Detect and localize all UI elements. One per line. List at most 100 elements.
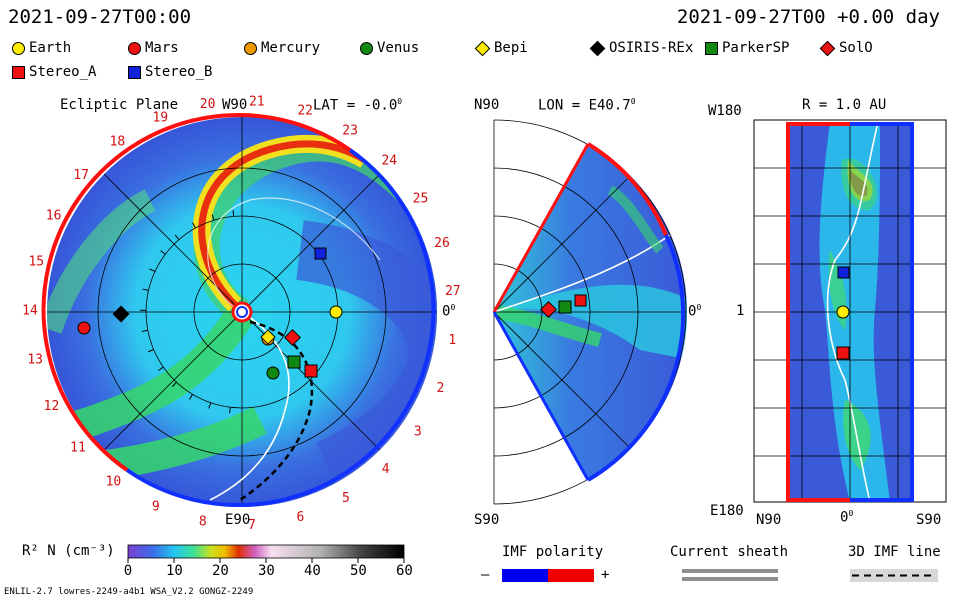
legend-marker-icon (12, 41, 25, 55)
lonlat-stereo-a-marker (836, 346, 850, 360)
parker-marker (287, 355, 301, 369)
legend-item-mercury: Mercury (244, 40, 320, 56)
legend-item-bepi: Bepi (474, 40, 528, 56)
legend-label: Bepi (494, 40, 528, 56)
orbit-tick (142, 288, 149, 291)
carrington-label: 1 (448, 333, 456, 348)
carrington-label: 22 (297, 104, 313, 119)
imf-plus-label: + (601, 567, 610, 583)
imf-minus-label: – (481, 567, 490, 583)
legend-label: Stereo_B (145, 64, 213, 80)
ecliptic-top-label: W90 (222, 97, 248, 113)
carrington-label: 26 (434, 236, 450, 251)
earth-marker (329, 305, 343, 319)
legend-item-stereo-a: Stereo_A (12, 64, 96, 80)
carrington-label: 3 (414, 425, 422, 440)
lonlat-x-right: S90 (916, 512, 942, 528)
legend-item-venus: Venus (360, 40, 419, 56)
carrington-label: 24 (381, 154, 397, 169)
ecliptic-objects (77, 247, 343, 380)
colorbar-tick-label: 60 (396, 563, 413, 579)
carrington-label: 21 (249, 95, 265, 110)
orbit-tick (192, 222, 196, 229)
legend-item-mars: Mars (128, 40, 179, 56)
footer-info: ENLIL-2.7 lowres-2249-a4b1 WSA_V2.2 GONG… (4, 587, 254, 597)
stereo-b-marker (314, 247, 327, 260)
meridional-top-label: N90 (474, 97, 500, 113)
orbit-tick (172, 381, 177, 387)
current-sheath-label: Current sheath (670, 544, 789, 560)
carrington-label: 23 (342, 124, 358, 139)
lonlat-bottom-label: E180 (710, 503, 744, 519)
meridional-lon-label: LON = E40.70 (538, 97, 636, 114)
colorbar-tick-label: 40 (304, 563, 321, 579)
orbit-tick (158, 366, 164, 371)
carrington-label: 27 (445, 284, 461, 299)
legend-marker-icon (244, 41, 257, 55)
legend-label: ParkerSP (722, 40, 790, 56)
carrington-label: 11 (70, 440, 86, 455)
lonlat-earth-marker (836, 305, 850, 319)
venus-marker (266, 366, 280, 380)
orbit-tick (189, 394, 193, 400)
lonlat-x-mid: 00 (840, 509, 854, 526)
carrington-label: 16 (46, 209, 62, 224)
density-colorbar (127, 544, 405, 563)
legend-label: Earth (29, 40, 72, 56)
orbit-tick (147, 349, 154, 353)
carrington-label: 2 (436, 381, 444, 396)
legend-marker-icon (12, 65, 25, 79)
legend-marker-icon (128, 65, 141, 79)
ecliptic-title: Ecliptic Plane (60, 97, 179, 113)
colorbar-label: R² N (cm⁻³) (22, 543, 115, 559)
carrington-label: 19 (152, 110, 168, 125)
imf3d-line-swatch (850, 569, 938, 582)
imf-polarity-label: IMF polarity (502, 544, 604, 560)
orbit-tick (211, 214, 215, 221)
ecliptic-right-label: 00 (442, 303, 456, 320)
colorbar-tick-label: 20 (212, 563, 229, 579)
orbit-tick (149, 268, 156, 272)
mars-marker (77, 321, 91, 335)
carrington-label: 4 (382, 462, 390, 477)
imf-polarity-bar (502, 569, 594, 582)
carrington-label: 13 (27, 353, 43, 368)
legend-marker-icon (360, 41, 373, 55)
lonlat-mid-label: 1 (736, 303, 745, 319)
carrington-label: 14 (22, 304, 38, 319)
legend-label: OSIRIS-REx (609, 40, 694, 56)
legend-label: SolO (839, 40, 873, 56)
header-datetime: 2021-09-27T00:00 (8, 6, 192, 28)
ecliptic-lat-label: LAT = -0.00 (313, 97, 403, 114)
object-legend: Earth Mars Mercury Venus Bepi OSIRIS-REx Parke… (0, 36, 960, 84)
meridional-solo-marker (540, 301, 557, 318)
colorbar-tick-label: 30 (258, 563, 275, 579)
orbit-tick (174, 234, 180, 240)
legend-item-stereo-b: Stereo_B (128, 64, 212, 80)
meridional-parker-marker (558, 300, 572, 314)
orbit-tick (229, 407, 231, 414)
longitude-latitude-map (753, 119, 947, 503)
orbit-tick (141, 329, 148, 332)
legend-label: Venus (377, 40, 420, 56)
orbit-tick (160, 250, 166, 255)
legend-item-solo: SolO (819, 40, 873, 56)
imf3d-label: 3D IMF line (848, 544, 941, 560)
meridional-bottom-label: S90 (474, 512, 500, 528)
ecliptic-bottom-label: E90 (225, 512, 251, 528)
bepi-marker (260, 329, 276, 345)
osiris-rex-marker (112, 305, 130, 323)
carrington-label: 8 (199, 514, 207, 529)
carrington-label: 17 (73, 168, 89, 183)
legend-marker-icon (705, 41, 718, 55)
meridional-stereo-a-marker (574, 294, 587, 307)
meridional-right-label: 00 (688, 303, 702, 320)
current-sheath-swatch (682, 569, 778, 581)
legend-marker-icon (128, 41, 141, 55)
lonlat-r-label: R = 1.0 AU (802, 97, 887, 113)
legend-item-osiris-rex: OSIRIS-REx (589, 40, 694, 56)
colorbar-ticks: 0 10 20 30 40 50 60 (0, 563, 960, 581)
header-offset: 2021-09-27T00 +0.00 day (676, 6, 940, 28)
colorbar-tick-label: 10 (166, 563, 183, 579)
